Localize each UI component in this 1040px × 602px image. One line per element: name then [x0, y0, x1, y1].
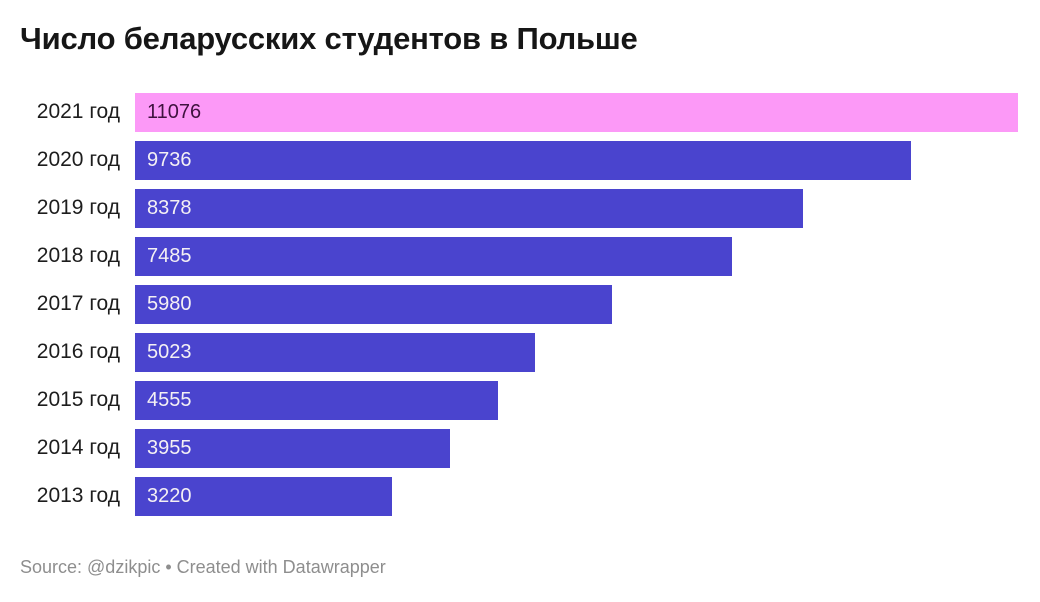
bar-row: 2014 год 3955 [0, 424, 1018, 472]
bar-row: 2016 год 5023 [0, 328, 1018, 376]
year-label: 2017 год [36, 292, 120, 315]
bar-track: 5023 [135, 332, 1018, 372]
year-label: 2020 год [36, 148, 120, 171]
value-bar: 4555 [135, 380, 499, 420]
value-bar: 7485 [135, 236, 732, 276]
value-bar: 3955 [135, 428, 451, 468]
bar-track: 8378 [135, 188, 1018, 228]
value-label: 4555 [147, 388, 192, 411]
value-label: 8378 [147, 196, 192, 219]
bar-row: 2017 год 5980 [0, 280, 1018, 328]
value-bar: 5023 [135, 332, 536, 372]
year-label: 2013 год [36, 484, 120, 507]
bar-track: 11076 [135, 92, 1018, 132]
year-label: 2014 год [36, 436, 120, 459]
year-label: 2016 год [36, 340, 120, 363]
source-attribution: Source: @dzikpic • Created with Datawrap… [20, 557, 386, 577]
bar-chart: 2021 год 11076 2020 год 9736 2019 год 83… [0, 88, 1018, 520]
value-label: 5023 [147, 340, 192, 363]
bar-row: 2013 год 3220 [0, 472, 1018, 520]
value-bar: 11076 [135, 92, 1018, 132]
value-bar: 5980 [135, 284, 612, 324]
value-label: 11076 [147, 100, 202, 123]
year-label: 2019 год [36, 196, 120, 219]
bar-track: 5980 [135, 284, 1018, 324]
chart-title: Число беларусских студентов в Польше [20, 21, 638, 56]
bar-track: 7485 [135, 236, 1018, 276]
value-label: 3955 [147, 436, 192, 459]
year-label: 2021 год [36, 100, 120, 123]
bar-row: 2019 год 8378 [0, 184, 1018, 232]
bar-row: 2015 год 4555 [0, 376, 1018, 424]
value-bar: 9736 [135, 140, 912, 180]
bar-track: 3220 [135, 476, 1018, 516]
bar-row: 2020 год 9736 [0, 136, 1018, 184]
bar-row: 2021 год 11076 [0, 88, 1018, 136]
value-label: 3220 [147, 484, 192, 507]
value-bar: 8378 [135, 188, 803, 228]
bar-row: 2018 год 7485 [0, 232, 1018, 280]
value-bar: 3220 [135, 476, 392, 516]
bar-track: 9736 [135, 140, 1018, 180]
value-label: 9736 [147, 148, 192, 171]
year-label: 2018 год [36, 244, 120, 267]
bar-track: 4555 [135, 380, 1018, 420]
value-label: 5980 [147, 292, 192, 315]
bar-track: 3955 [135, 428, 1018, 468]
year-label: 2015 год [36, 388, 120, 411]
value-label: 7485 [147, 244, 192, 267]
